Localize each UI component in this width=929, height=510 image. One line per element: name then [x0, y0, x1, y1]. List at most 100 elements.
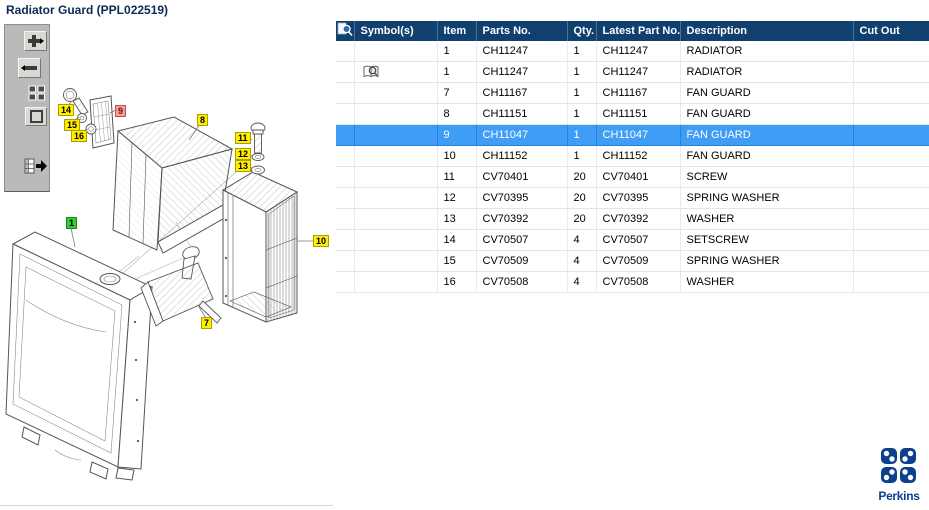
cell-preview[interactable] [336, 41, 355, 62]
cell-item[interactable]: 8 [437, 103, 477, 125]
cell-cut-out[interactable] [853, 166, 929, 188]
cell-description[interactable]: WASHER [680, 208, 854, 230]
diagram-callout[interactable]: 14 [58, 104, 75, 116]
table-row[interactable]: 1 CH11247 1 CH11247 RADIATOR [336, 61, 929, 83]
cell-qty[interactable]: 1 [567, 124, 597, 146]
cell-preview[interactable] [336, 271, 355, 293]
cell-latest-part-no[interactable]: CV70507 [596, 229, 681, 251]
cell-item[interactable]: 15 [437, 250, 477, 272]
cell-item[interactable]: 12 [437, 187, 477, 209]
diagram-callout[interactable]: 10 [313, 235, 330, 247]
cell-item[interactable]: 16 [437, 271, 477, 293]
cell-parts-no[interactable]: CV70509 [476, 250, 568, 272]
cell-qty[interactable]: 1 [567, 145, 597, 167]
column-header-latest-part-no[interactable]: Latest Part No. [596, 21, 681, 41]
cell-cut-out[interactable] [853, 208, 929, 230]
diagram-callout[interactable]: 8 [197, 114, 209, 126]
cell-preview[interactable] [336, 208, 355, 230]
table-row[interactable]: 13 CV70392 20 CV70392 WASHER [336, 208, 929, 230]
cell-parts-no[interactable]: CH11152 [476, 145, 568, 167]
table-row[interactable]: 15 CV70509 4 CV70509 SPRING WASHER [336, 250, 929, 272]
cell-parts-no[interactable]: CV70395 [476, 187, 568, 209]
zoom-out-button[interactable] [18, 58, 41, 78]
column-header-cut-out[interactable]: Cut Out [853, 21, 929, 41]
cell-symbol[interactable] [354, 82, 438, 104]
cell-item[interactable]: 9 [437, 124, 477, 146]
column-header-description[interactable]: Description [680, 21, 854, 41]
cell-qty[interactable]: 1 [567, 41, 597, 62]
cell-symbol[interactable] [354, 145, 438, 167]
cell-qty[interactable]: 4 [567, 229, 597, 251]
cell-description[interactable]: RADIATOR [680, 61, 854, 83]
cell-item[interactable]: 7 [437, 82, 477, 104]
cell-description[interactable]: SPRING WASHER [680, 250, 854, 272]
cell-qty[interactable]: 1 [567, 103, 597, 125]
table-row[interactable]: 10 CH11152 1 CH11152 FAN GUARD [336, 145, 929, 167]
cell-preview[interactable] [336, 166, 355, 188]
cell-symbol[interactable] [354, 41, 438, 62]
cell-parts-no[interactable]: CH11047 [476, 124, 568, 146]
cell-cut-out[interactable] [853, 61, 929, 83]
cell-cut-out[interactable] [853, 41, 929, 62]
column-header-parts-no[interactable]: Parts No. [476, 21, 568, 41]
cell-symbol[interactable] [354, 103, 438, 125]
cell-description[interactable]: FAN GUARD [680, 82, 854, 104]
cell-latest-part-no[interactable]: CH11247 [596, 61, 681, 83]
export-table-button[interactable] [24, 157, 48, 175]
cell-latest-part-no[interactable]: CV70508 [596, 271, 681, 293]
cell-item[interactable]: 13 [437, 208, 477, 230]
diagram-callout[interactable]: 1 [66, 217, 78, 229]
cell-cut-out[interactable] [853, 103, 929, 125]
cell-parts-no[interactable]: CV70401 [476, 166, 568, 188]
single-view-button[interactable] [25, 107, 47, 126]
cell-qty[interactable]: 4 [567, 271, 597, 293]
cell-parts-no[interactable]: CH11151 [476, 103, 568, 125]
cell-preview[interactable] [336, 229, 355, 251]
cell-latest-part-no[interactable]: CH11167 [596, 82, 681, 104]
table-row[interactable]: 7 CH11167 1 CH11167 FAN GUARD [336, 82, 929, 104]
diagram-callout[interactable]: 13 [235, 160, 252, 172]
cell-cut-out[interactable] [853, 229, 929, 251]
cell-symbol[interactable] [354, 166, 438, 188]
cell-description[interactable]: FAN GUARD [680, 124, 854, 146]
cell-description[interactable]: SETSCREW [680, 229, 854, 251]
cell-qty[interactable]: 4 [567, 250, 597, 272]
exploded-parts-diagram[interactable] [0, 0, 333, 510]
cell-preview[interactable] [336, 82, 355, 104]
cell-latest-part-no[interactable]: CV70392 [596, 208, 681, 230]
cell-preview[interactable] [336, 187, 355, 209]
cell-description[interactable]: WASHER [680, 271, 854, 293]
cell-cut-out[interactable] [853, 187, 929, 209]
cell-parts-no[interactable]: CH11247 [476, 41, 568, 62]
table-row[interactable]: 1 CH11247 1 CH11247 RADIATOR [336, 41, 929, 62]
cell-preview[interactable] [336, 103, 355, 125]
cell-parts-no[interactable]: CH11247 [476, 61, 568, 83]
cell-cut-out[interactable] [853, 250, 929, 272]
cell-symbol[interactable] [354, 271, 438, 293]
table-row[interactable]: 11 CV70401 20 CV70401 SCREW [336, 166, 929, 188]
cell-preview[interactable] [336, 61, 355, 83]
cell-symbol[interactable] [354, 61, 438, 83]
table-row[interactable]: 12 CV70395 20 CV70395 SPRING WASHER [336, 187, 929, 209]
table-row[interactable]: 9 CH11047 1 CH11047 FAN GUARD [336, 124, 929, 146]
cell-preview[interactable] [336, 250, 355, 272]
cell-latest-part-no[interactable]: CH11151 [596, 103, 681, 125]
cell-qty[interactable]: 20 [567, 187, 597, 209]
cell-parts-no[interactable]: CV70392 [476, 208, 568, 230]
column-header-qty[interactable]: Qty. [567, 21, 597, 41]
diagram-callout[interactable]: 11 [235, 132, 251, 144]
cell-cut-out[interactable] [853, 145, 929, 167]
cell-latest-part-no[interactable]: CH11152 [596, 145, 681, 167]
cell-item[interactable]: 1 [437, 61, 477, 83]
cell-latest-part-no[interactable]: CV70401 [596, 166, 681, 188]
table-row[interactable]: 14 CV70507 4 CV70507 SETSCREW [336, 229, 929, 251]
tile-view-button[interactable] [28, 85, 46, 101]
table-row[interactable]: 8 CH11151 1 CH11151 FAN GUARD [336, 103, 929, 125]
cell-description[interactable]: RADIATOR [680, 41, 854, 62]
cell-cut-out[interactable] [853, 124, 929, 146]
cell-symbol[interactable] [354, 208, 438, 230]
cell-description[interactable]: SPRING WASHER [680, 187, 854, 209]
cell-parts-no[interactable]: CH11167 [476, 82, 568, 104]
table-row[interactable]: 16 CV70508 4 CV70508 WASHER [336, 271, 929, 293]
cell-cut-out[interactable] [853, 82, 929, 104]
